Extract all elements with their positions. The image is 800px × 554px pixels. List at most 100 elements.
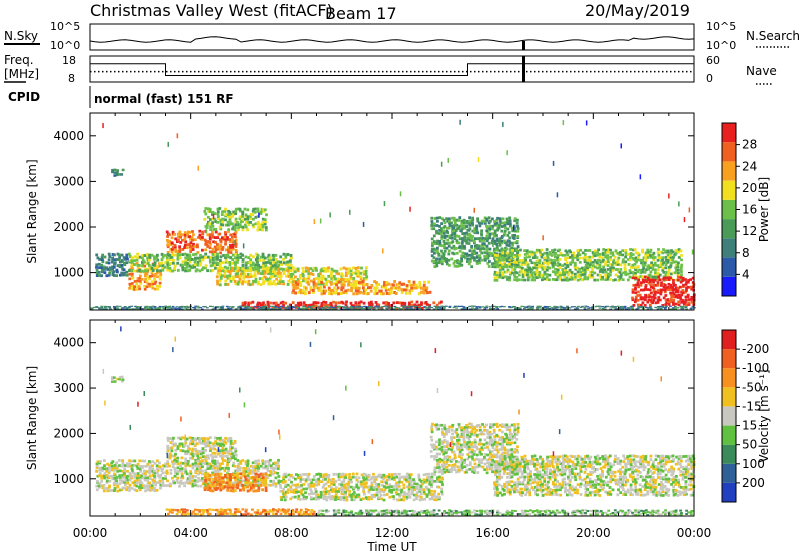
velocity-cell (377, 473, 381, 477)
velocity-cell (388, 488, 392, 492)
velocity-cell (309, 482, 313, 486)
power-cell (527, 275, 531, 279)
velocity-cell (226, 449, 230, 453)
power-cell (386, 305, 389, 307)
power-cell (246, 307, 249, 309)
power-cell (441, 256, 444, 260)
power-cell (279, 301, 283, 305)
power-cell (317, 288, 321, 292)
chart-title: Christmas Valley West (fitACF) (90, 1, 333, 20)
power-cell (291, 272, 295, 276)
power-cell (324, 301, 328, 304)
power-cell (448, 236, 452, 240)
power-cell (380, 292, 383, 296)
velocity-cell (105, 469, 108, 473)
power-cell (500, 239, 504, 243)
power-cell (552, 265, 555, 269)
power-cell (619, 263, 623, 267)
power-cell (642, 296, 645, 300)
power-cell (503, 270, 507, 274)
power-cell (420, 303, 423, 306)
power-cell (173, 232, 177, 236)
power-cell (656, 251, 660, 254)
power-cell (211, 221, 214, 224)
velocity-cell (204, 455, 208, 459)
power-cell (188, 258, 192, 262)
velocity-cell (369, 477, 373, 481)
power-cell (403, 301, 407, 305)
velocity-cell (340, 483, 344, 487)
power-cell (147, 263, 151, 267)
velocity-cell (362, 487, 366, 491)
power-cell (640, 261, 643, 265)
power-cell (150, 266, 154, 270)
power-cell (145, 279, 149, 283)
power-cell (586, 256, 590, 259)
velocity-cell (366, 475, 370, 478)
power-cell (525, 249, 529, 252)
power-cell (674, 266, 678, 270)
power-cell (252, 268, 256, 272)
velocity-cell (365, 485, 369, 489)
power-cell (647, 307, 651, 309)
velocity-cell (440, 472, 444, 476)
power-cell (292, 286, 296, 289)
power-cell (216, 210, 220, 214)
velocity-cell (213, 469, 217, 473)
power-cell (609, 270, 612, 274)
power-cell (150, 284, 154, 288)
power-cell (488, 260, 491, 263)
power-cell (179, 241, 183, 244)
power-cell (201, 255, 205, 259)
power-cell (249, 258, 253, 262)
power-cell (690, 307, 694, 309)
power-cell (491, 227, 494, 231)
velocity-cell (334, 480, 338, 483)
power-cell (538, 275, 542, 279)
power-cell (234, 223, 238, 227)
power-cell (227, 230, 230, 233)
power-cell (307, 305, 311, 308)
power-cell (442, 305, 446, 308)
power-speck (683, 217, 686, 223)
power-cell (131, 276, 135, 280)
power-cell (435, 224, 439, 227)
power-cell (272, 275, 275, 278)
power-cell (188, 260, 192, 264)
power-cell (143, 307, 147, 310)
power-cell (229, 243, 232, 247)
power-cell (246, 215, 250, 219)
velocity-cell (244, 467, 248, 470)
velocity-cell (153, 479, 156, 483)
power-cell (443, 307, 446, 309)
power-cell (415, 305, 418, 308)
nave-label: Nave (746, 64, 777, 78)
power-cell (595, 261, 599, 265)
velocity-cell (191, 476, 195, 480)
power-cell (216, 221, 220, 224)
power-cell (522, 306, 526, 308)
velocity-cell (259, 484, 263, 487)
velocity-cell (141, 484, 145, 487)
velocity-cell (344, 476, 347, 479)
power-cell (378, 289, 382, 293)
velocity-cell (234, 485, 238, 489)
velocity-cell (106, 462, 109, 466)
power-cell (335, 288, 339, 292)
power-cell (130, 256, 134, 260)
velocity-cell (365, 477, 368, 481)
power-cell (529, 270, 533, 274)
power-cell (437, 232, 441, 235)
power-cell (523, 261, 527, 264)
power-cell (374, 305, 378, 307)
power-cell (373, 292, 377, 296)
power-cell (466, 237, 470, 240)
power-cell (475, 308, 479, 310)
velocity-cell (191, 447, 195, 451)
velocity-cell (233, 473, 237, 477)
power-cell (151, 269, 155, 272)
power-cell (580, 266, 584, 270)
velocity-cell (229, 447, 232, 451)
velocity-cell (186, 444, 190, 448)
power-cell (669, 264, 673, 267)
